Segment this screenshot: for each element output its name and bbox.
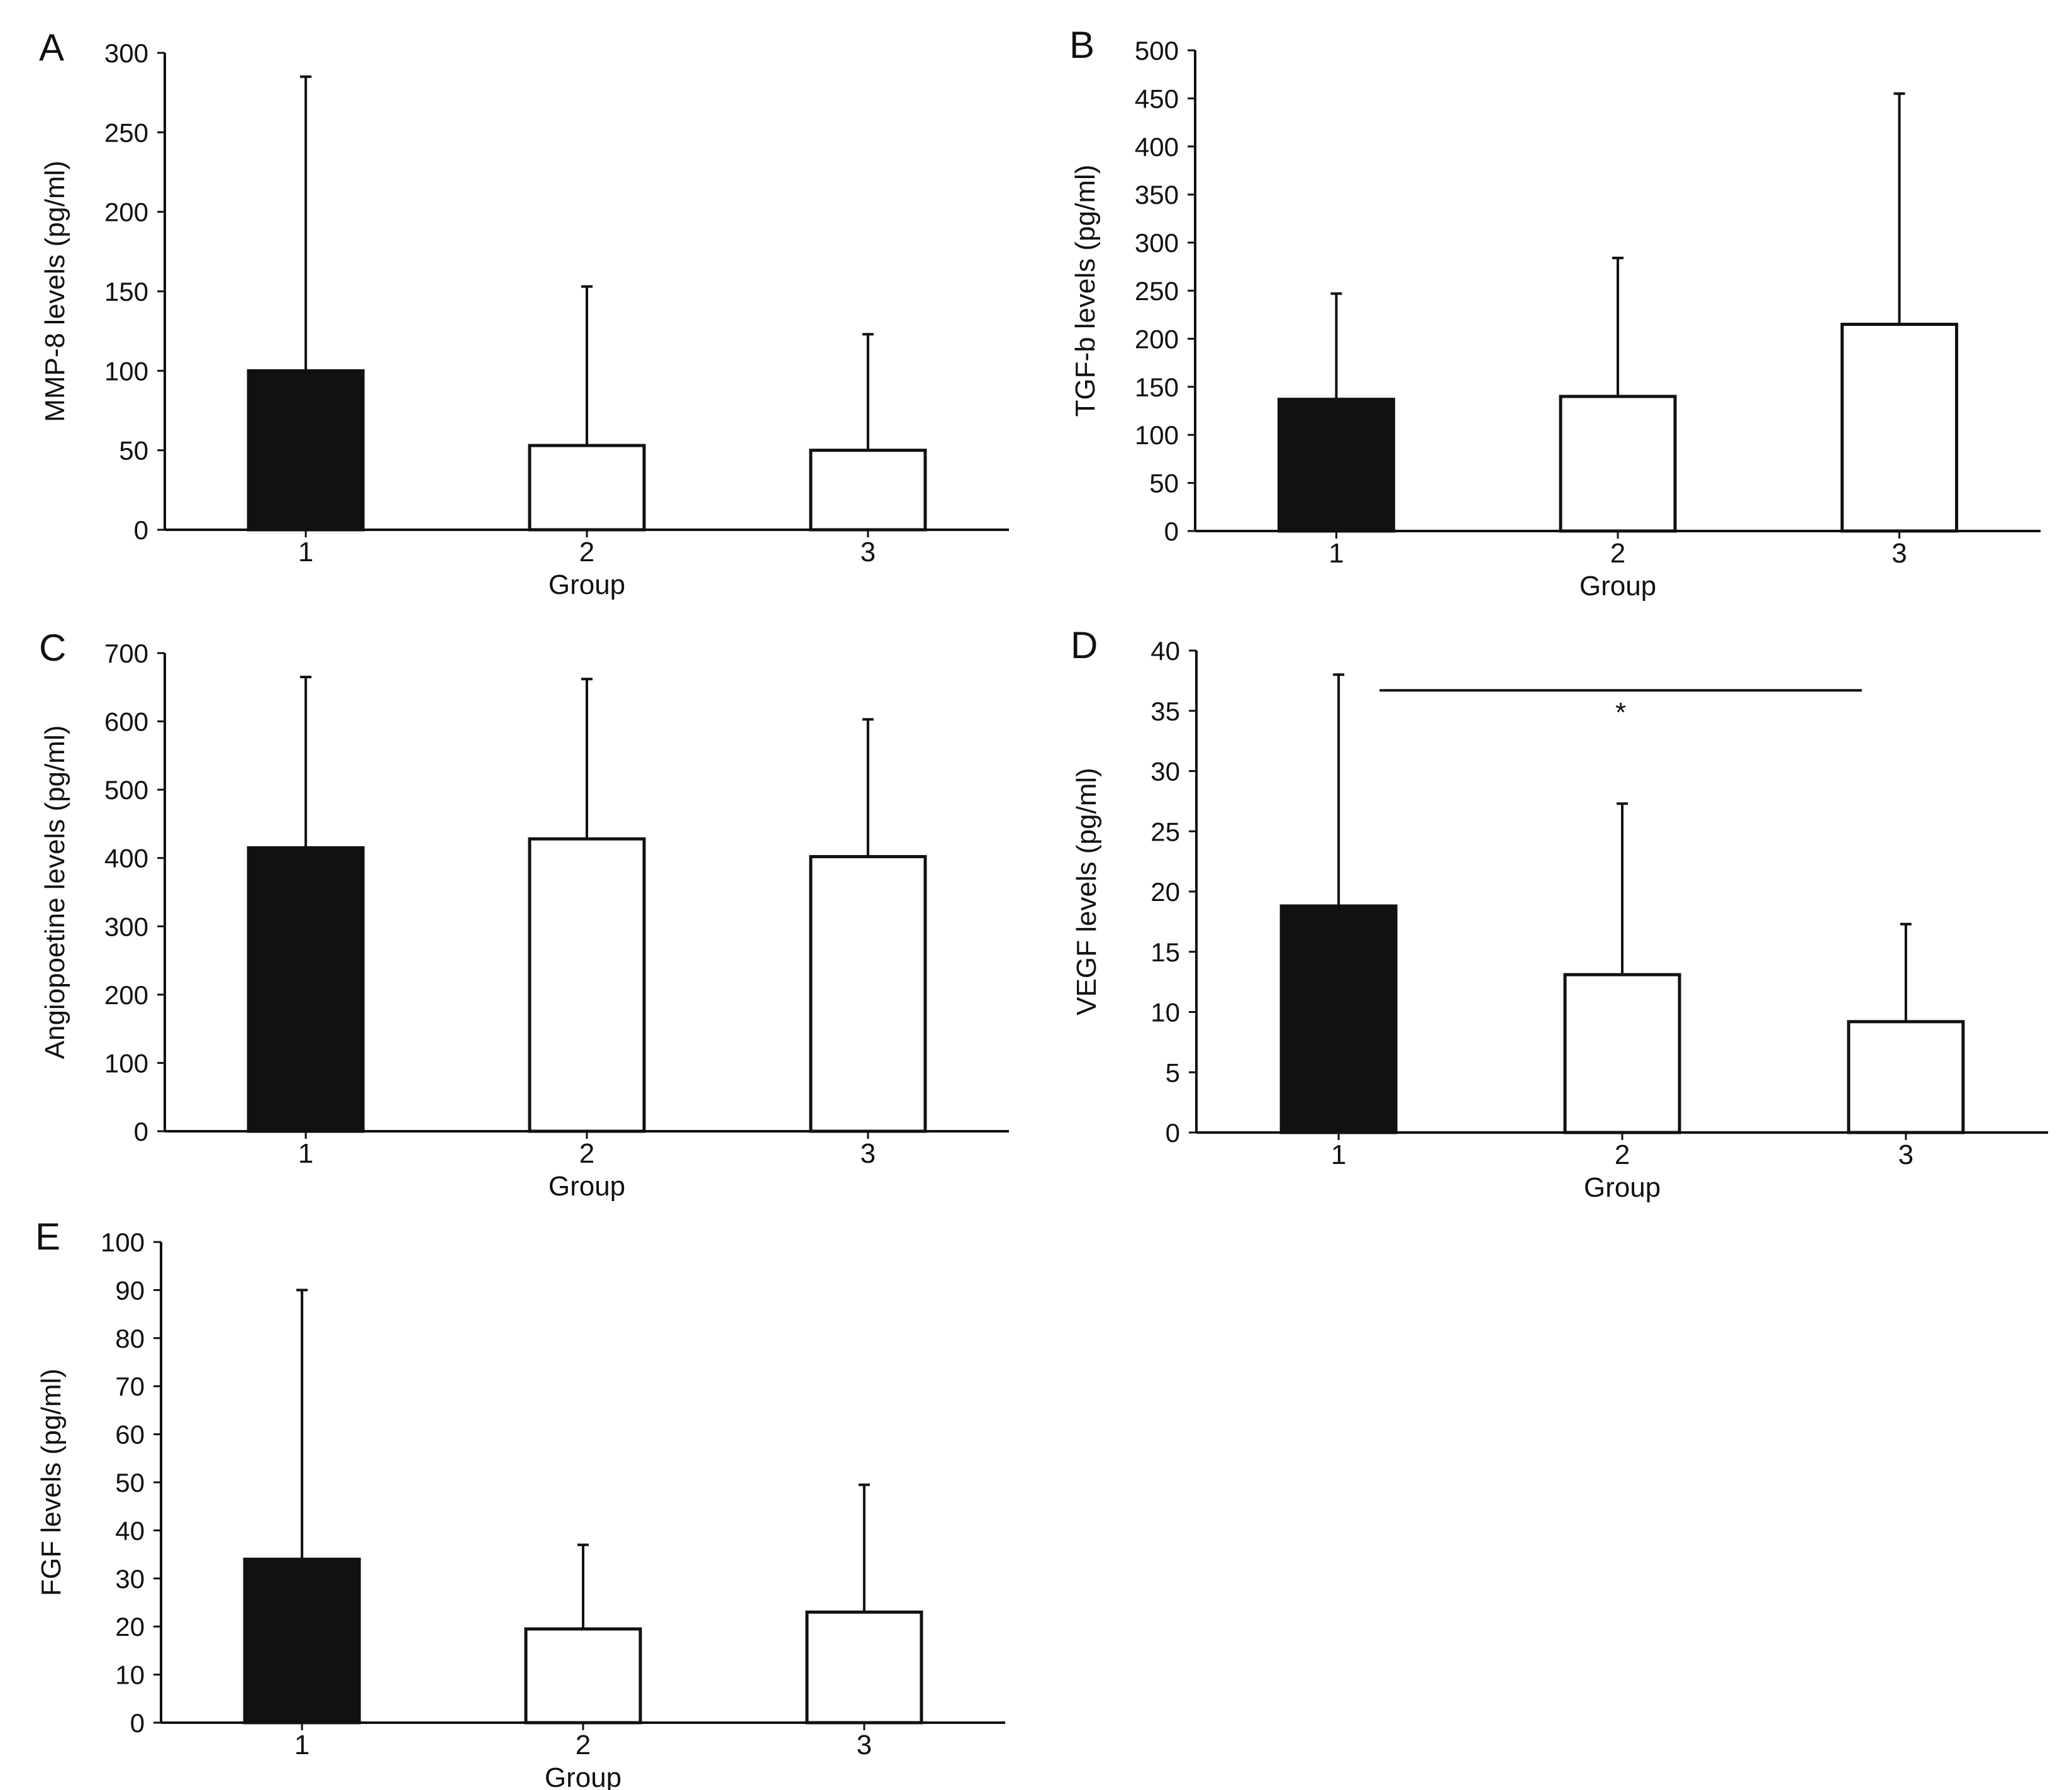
x-tick-label: 1 bbox=[298, 537, 313, 568]
y-tick-label: 300 bbox=[104, 912, 148, 941]
y-tick-label: 80 bbox=[115, 1324, 145, 1353]
y-tick-label: 25 bbox=[1150, 817, 1180, 846]
x-axis-title: Group bbox=[549, 569, 625, 600]
y-axis-title: FGF levels (pg/ml) bbox=[36, 1368, 67, 1596]
panel-d: D 0 5 10 15 20 25 30 35 40 1 2 3 Group VEGF levels (pg… bbox=[1071, 624, 2048, 1203]
x-tick-label: 1 bbox=[298, 1138, 313, 1169]
y-tick-label: 60 bbox=[115, 1420, 145, 1450]
x-tick-label: 3 bbox=[1891, 538, 1907, 569]
y-tick-label: 0 bbox=[134, 1117, 148, 1146]
y-axis-title: VEGF levels (pg/ml) bbox=[1071, 768, 1102, 1015]
x-axis-title: Group bbox=[1579, 571, 1656, 601]
panel-letter: E bbox=[35, 1216, 60, 1258]
bar-group-2 bbox=[1559, 394, 1677, 533]
y-tick-label: 50 bbox=[115, 1468, 145, 1497]
y-tick-label: 10 bbox=[115, 1660, 145, 1690]
bar-group-3 bbox=[805, 1610, 923, 1725]
y-tick-label: 200 bbox=[104, 980, 148, 1010]
bar-group-3 bbox=[1847, 1020, 1965, 1134]
panel-letter: A bbox=[39, 26, 64, 69]
y-tick-label: 20 bbox=[115, 1612, 145, 1642]
y-tick-label: 500 bbox=[104, 775, 148, 805]
bar-group-3 bbox=[809, 449, 927, 532]
y-tick-label: 0 bbox=[1166, 1118, 1180, 1148]
bar-group-1 bbox=[1279, 904, 1398, 1134]
y-axis-title: Angiopoetine levels (pg/ml) bbox=[40, 725, 70, 1060]
y-tick-label: 5 bbox=[1166, 1058, 1180, 1087]
x-tick-label: 2 bbox=[579, 1138, 594, 1169]
x-axis-title: Group bbox=[1584, 1172, 1661, 1203]
panel-a: A 0 50 100 150 200 250 300 1 2 3 Group MMP-8 levels … bbox=[39, 26, 1009, 600]
panel-letter: D bbox=[1071, 624, 1098, 666]
x-tick-label: 3 bbox=[1898, 1139, 1913, 1170]
bar-group-1 bbox=[1277, 398, 1395, 533]
y-tick-label: 100 bbox=[104, 1048, 148, 1078]
y-tick-label: 450 bbox=[1135, 84, 1179, 113]
y-tick-label: 50 bbox=[119, 436, 148, 466]
y-tick-label: 35 bbox=[1150, 696, 1180, 726]
x-axis-title: Group bbox=[549, 1171, 625, 1202]
bar-group-1 bbox=[247, 846, 365, 1133]
bar-group-2 bbox=[528, 837, 646, 1133]
x-tick-label: 2 bbox=[579, 537, 594, 568]
y-tick-label: 15 bbox=[1150, 937, 1180, 967]
y-tick-label: 0 bbox=[1164, 517, 1179, 546]
y-tick-label: 100 bbox=[104, 356, 148, 386]
x-tick-label: 2 bbox=[576, 1730, 591, 1760]
y-tick-label: 400 bbox=[1135, 132, 1179, 162]
bar-group-1 bbox=[243, 1557, 361, 1725]
y-tick-label: 40 bbox=[115, 1516, 145, 1545]
bar-group-1 bbox=[247, 369, 365, 532]
y-axis-title: TGF-b levels (pg/ml) bbox=[1070, 165, 1101, 417]
bar-group-2 bbox=[1563, 973, 1681, 1134]
bar-group-2 bbox=[528, 444, 646, 532]
y-tick-label: 350 bbox=[1135, 180, 1179, 210]
y-tick-label: 30 bbox=[1150, 757, 1180, 786]
x-tick-label: 1 bbox=[294, 1730, 309, 1760]
y-tick-label: 250 bbox=[104, 118, 148, 147]
y-tick-label: 90 bbox=[115, 1275, 145, 1305]
x-axis-title: Group bbox=[545, 1762, 621, 1790]
y-tick-label: 10 bbox=[1150, 998, 1180, 1027]
x-tick-label: 2 bbox=[1610, 538, 1625, 569]
y-tick-label: 200 bbox=[1135, 324, 1179, 354]
y-tick-label: 0 bbox=[134, 515, 148, 545]
y-tick-label: 50 bbox=[1149, 469, 1179, 498]
y-tick-label: 300 bbox=[104, 38, 148, 68]
y-tick-label: 600 bbox=[104, 707, 148, 737]
y-tick-label: 100 bbox=[1135, 420, 1179, 450]
y-tick-label: 70 bbox=[115, 1372, 145, 1401]
x-tick-label: 1 bbox=[1331, 1139, 1346, 1170]
y-tick-label: 500 bbox=[1135, 36, 1179, 65]
panel-b: B 0 50 100 150 200 250 300 350 400 450 500 1 2 3 Group T… bbox=[1069, 24, 2041, 601]
y-tick-label: 100 bbox=[101, 1228, 145, 1257]
y-tick-label: 300 bbox=[1135, 228, 1179, 258]
x-tick-label: 1 bbox=[1328, 538, 1344, 569]
y-tick-label: 30 bbox=[115, 1564, 145, 1594]
bar-group-2 bbox=[524, 1627, 642, 1725]
panel-letter: C bbox=[39, 627, 66, 669]
x-tick-label: 2 bbox=[1615, 1139, 1630, 1170]
bar-group-3 bbox=[809, 855, 927, 1133]
bar-group-3 bbox=[1841, 322, 1959, 533]
x-tick-label: 3 bbox=[861, 1138, 876, 1169]
y-axis-title: MMP-8 levels (pg/ml) bbox=[40, 160, 70, 422]
x-tick-label: 3 bbox=[857, 1730, 872, 1760]
y-tick-label: 400 bbox=[104, 844, 148, 873]
y-tick-label: 150 bbox=[1135, 372, 1179, 402]
y-tick-label: 0 bbox=[130, 1708, 145, 1738]
y-tick-label: 150 bbox=[104, 277, 148, 306]
panel-c: C 0 100 200 300 400 500 600 700 1 2 3 Group Angiopoet… bbox=[39, 627, 1009, 1202]
y-tick-label: 700 bbox=[104, 639, 148, 668]
panel-letter: B bbox=[1069, 24, 1094, 66]
significance-star: * bbox=[1615, 697, 1626, 728]
x-tick-label: 3 bbox=[861, 537, 876, 568]
panel-e: E 0 10 20 30 40 50 60 70 80 90 100 1 2 3 Group FGF level… bbox=[35, 1216, 1005, 1790]
y-tick-label: 40 bbox=[1150, 636, 1180, 666]
y-tick-label: 250 bbox=[1135, 276, 1179, 306]
y-tick-label: 200 bbox=[104, 198, 148, 227]
y-tick-label: 20 bbox=[1150, 877, 1180, 907]
